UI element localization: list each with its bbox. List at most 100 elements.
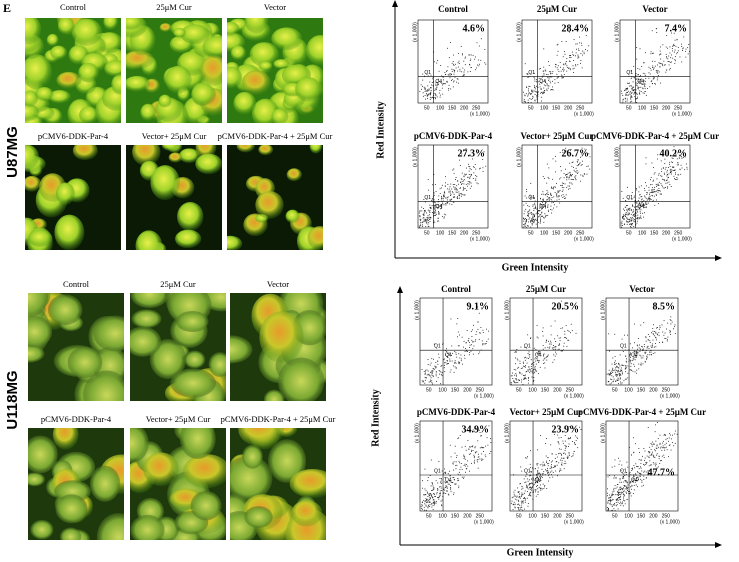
event-dot [529,369,530,370]
event-dot [422,224,423,225]
event-dot [538,472,539,473]
event-dot [451,369,452,370]
event-dot [627,83,628,84]
event-dot [528,226,529,227]
event-dot [525,498,526,499]
event-dot [542,199,543,200]
event-dot [426,378,427,379]
event-dot [673,176,674,177]
event-dot [574,451,575,452]
event-dot [646,204,647,205]
event-dot [643,479,644,480]
event-dot [467,183,468,184]
event-dot [513,492,514,493]
event-dot [462,364,463,365]
cell-body [231,46,246,61]
event-dot [465,348,466,349]
event-dot [564,177,565,178]
event-dot [643,464,644,465]
event-dot [632,347,633,348]
event-dot [648,427,649,428]
cell-body [130,515,164,545]
event-dot [636,93,637,94]
event-dot [653,462,654,463]
event-dot [623,216,624,217]
event-dot [518,507,519,508]
event-dot [429,493,430,494]
event-dot [430,92,431,93]
event-dot [560,468,561,469]
event-dot [645,203,646,204]
event-dot [440,188,441,189]
cell-body [173,28,186,38]
event-dot [448,196,449,197]
x-axis-label: Green Intensity [502,262,569,273]
event-dot [523,501,524,502]
event-dot [615,356,616,357]
event-dot [667,58,668,59]
event-dot [465,64,466,65]
event-dot [533,369,534,370]
event-dot [524,211,525,212]
event-dot [651,347,652,348]
event-dot [428,500,429,501]
cell-body [255,191,283,219]
event-dot [521,489,522,490]
event-dot [647,348,648,349]
event-dot [550,468,551,469]
event-dot [521,368,522,369]
event-dot [553,472,554,473]
event-dot [618,363,619,364]
event-dot [654,61,655,62]
event-dot [558,345,559,346]
event-dot [674,63,675,64]
event-dot [625,369,626,370]
event-dot [437,364,438,365]
event-dot [527,498,528,499]
event-dot [460,467,461,468]
event-dot [531,214,532,215]
event-dot [568,438,569,439]
event-dot [455,188,456,189]
event-dot [621,482,622,483]
event-dot [623,99,624,100]
event-dot [447,363,448,364]
event-dot [471,450,472,451]
cell-body [245,9,269,34]
event-dot [535,207,536,208]
event-dot [553,202,554,203]
event-dot [451,80,452,81]
event-dot [527,487,528,488]
event-dot [651,444,652,445]
event-dot [629,213,630,214]
event-dot [563,453,564,454]
event-dot [565,445,566,446]
event-dot [551,466,552,467]
event-dot [515,373,516,374]
event-dot [627,366,628,367]
event-dot [566,61,567,62]
event-dot [540,219,541,220]
event-dot [546,470,547,471]
event-dot [457,480,458,481]
event-dot [441,187,442,188]
event-dot [469,54,470,55]
event-dot [523,498,524,499]
percent-label: 26.7% [562,148,590,159]
event-dot [620,354,621,355]
event-dot [465,174,466,175]
event-dot [644,205,645,206]
plot-title: pCMV6-DDK-Par-4 + 25μM Cur [578,407,706,417]
event-dot [671,54,672,55]
event-dot [656,464,657,465]
event-dot [563,183,564,184]
event-dot [449,359,450,360]
event-dot [533,217,534,218]
event-dot [537,360,538,361]
event-dot [536,364,537,365]
event-dot [454,71,455,72]
event-dot [523,218,524,219]
micrograph [214,413,335,560]
event-dot [525,360,526,361]
event-dot [467,71,468,72]
